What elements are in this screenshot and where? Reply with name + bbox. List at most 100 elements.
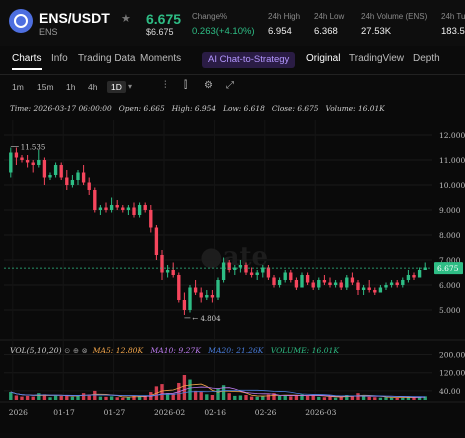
candle-body — [81, 172, 86, 183]
candle-body — [31, 162, 35, 165]
volume-bar — [423, 396, 427, 400]
chart-settings-icon[interactable]: ⚙ — [204, 80, 213, 91]
candle-body — [93, 190, 97, 210]
active-tab-indicator — [12, 68, 42, 70]
volume-tick-label: 40.00 — [439, 387, 461, 396]
timeframe-4h[interactable]: 4h — [88, 82, 98, 92]
ticker-header: ENS/USDT ENS ★ 6.675 $6.675 Change% 0.26… — [0, 0, 465, 46]
candle-body — [188, 287, 192, 310]
stat-high-label: 24h High — [268, 12, 301, 21]
volume-bar — [227, 393, 231, 400]
indicator-icon[interactable]: ⫶ — [164, 80, 167, 91]
candle-body — [87, 182, 91, 190]
volume-bar — [266, 394, 271, 400]
tab-charts[interactable]: Charts — [12, 53, 42, 64]
volume-bar — [31, 396, 35, 400]
candle-body — [137, 205, 142, 215]
fullscreen-icon[interactable]: ⤢ — [226, 80, 234, 91]
volume-bar — [294, 395, 299, 400]
favorite-star-icon[interactable]: ★ — [121, 13, 131, 25]
timeframe-1m[interactable]: 1m — [12, 82, 24, 92]
vol-toggle-icons[interactable]: ⊙ ⊕ ⊗ — [63, 346, 88, 355]
volume-bar — [160, 384, 164, 400]
volume-bar — [137, 395, 142, 400]
timeframe-1d[interactable]: 1D — [107, 81, 126, 93]
volume-bar — [333, 397, 338, 400]
watermark-logo: ●ate — [200, 242, 268, 272]
candle-body — [345, 277, 349, 288]
stat-high-value: 6.954 — [268, 26, 292, 37]
pair-name[interactable]: ENS/USDT — [39, 10, 110, 26]
price-tick-label: 9.000 — [439, 206, 461, 215]
tab-original[interactable]: Original — [306, 53, 341, 64]
candle-body — [317, 280, 321, 288]
timeframe-1h[interactable]: 1h — [66, 82, 76, 92]
date-tick-label: 02-26 — [255, 408, 277, 417]
timeframe-15m[interactable]: 15m — [37, 82, 54, 92]
view-tabs: Charts Info Trading Data Moments Origina… — [0, 50, 465, 70]
volume-bar — [81, 393, 86, 400]
candle-body — [244, 265, 248, 273]
ens-logo-icon — [9, 9, 33, 33]
candle-body — [160, 255, 164, 273]
candle-body — [356, 282, 360, 290]
ohlc-time: Time: 2026-03-17 06:00:00 — [10, 104, 112, 113]
volume-bar — [417, 396, 422, 400]
tab-trading-data[interactable]: Trading Data — [78, 53, 136, 64]
candle-body — [59, 165, 63, 178]
vol-ma10: MA10: 9.27K — [150, 346, 201, 355]
base-asset: ENS — [39, 27, 58, 37]
tab-depth[interactable]: Depth — [413, 53, 440, 64]
candle-body — [238, 265, 243, 268]
candle-type-icon[interactable]: ⫿ — [184, 80, 188, 91]
candle-body — [9, 152, 13, 173]
volume-bar — [311, 395, 315, 400]
candle-body — [367, 287, 371, 290]
tab-info[interactable]: Info — [51, 53, 68, 64]
volume-bar — [356, 393, 360, 400]
stat-change-value: 0.263(+4.10%) — [192, 26, 255, 37]
ohlc-volume: Volume: 16.01K — [325, 104, 385, 113]
volume-bar — [14, 395, 19, 400]
tab-tradingview[interactable]: TradingView — [349, 53, 405, 64]
stat-volume-label: 24h Volume (ENS) — [361, 12, 428, 21]
candle-body — [423, 267, 427, 270]
candle-body — [311, 282, 315, 288]
volume-bar — [53, 395, 58, 400]
date-tick-label: 2026-03 — [305, 408, 336, 417]
volume-bar — [70, 396, 75, 400]
candle-body — [20, 157, 24, 160]
stat-low-value: 6.368 — [314, 26, 338, 37]
ohlc-close: Close: 6.675 — [271, 104, 319, 113]
price-tick-label: 12.000 — [439, 131, 465, 140]
timeframe-dropdown-icon[interactable]: ▾ — [128, 82, 133, 91]
last-price: 6.675 — [146, 11, 182, 27]
date-tick-label: 01-27 — [104, 408, 126, 417]
candle-body — [406, 275, 411, 280]
volume-bar — [350, 395, 355, 400]
ai-chat-to-strategy-button[interactable]: AI Chat-to-Strategy — [202, 52, 296, 68]
volume-bar — [132, 395, 136, 400]
candle-body — [216, 280, 220, 298]
price-tick-label: 7.000 — [439, 256, 461, 265]
candle-body — [412, 275, 416, 278]
volume-bar — [37, 393, 41, 400]
price-tick-label: 10.000 — [439, 181, 465, 190]
current-price-tag — [434, 262, 463, 275]
volume-bar — [272, 393, 276, 400]
candle-body — [165, 270, 170, 273]
date-tick-label: 01-17 — [53, 408, 75, 417]
volume-ma20-line — [10, 389, 426, 398]
candle-body — [389, 282, 394, 285]
volume-legend: VOL(5,10,20) ⊙ ⊕ ⊗ MA5: 12.80K MA10: 9.2… — [10, 346, 339, 355]
candle-body — [395, 282, 399, 285]
vol-ma5: MA5: 12.80K — [92, 346, 144, 355]
volume-bar — [20, 396, 24, 400]
candle-body — [132, 207, 136, 215]
volume-bar — [87, 394, 91, 400]
stat-turnover-label: 24h Turnover — [441, 12, 465, 21]
candlestick-chart[interactable]: ●ate 12.000 11.000 10.000 9.000 8.000 7.000 6.… — [0, 100, 465, 433]
candle-body — [199, 292, 203, 298]
tab-moments[interactable]: Moments — [140, 53, 182, 64]
candle-body — [37, 160, 41, 165]
